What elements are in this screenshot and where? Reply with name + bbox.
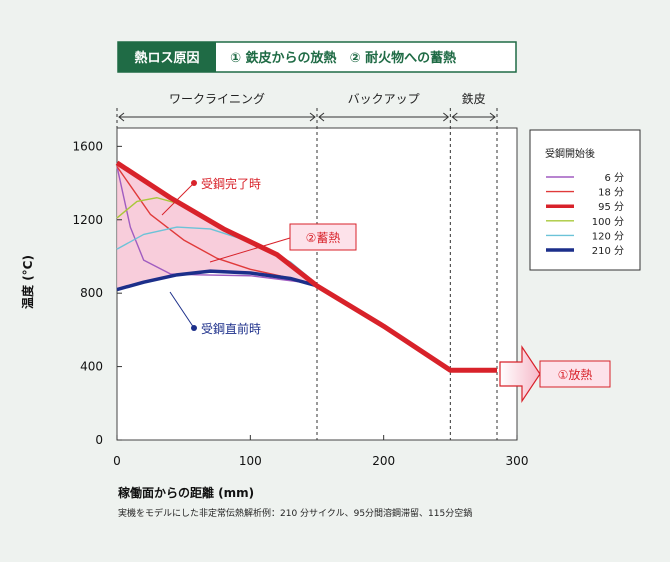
zone-label-work-lining: ワークライニング [169, 92, 265, 106]
legend-label: 120 分 [592, 230, 624, 242]
series-lines [115, 160, 497, 373]
x-axis: 0 100 200 300 [113, 435, 528, 468]
zone-label-shell: 鉄皮 [462, 91, 486, 106]
x-tick-label: 0 [113, 454, 121, 468]
y-tick-label: 0 [95, 433, 103, 447]
label-heat-release: ①放熱 [558, 367, 593, 382]
zone-labels: ワークライニング バックアップ 鉄皮 [169, 91, 486, 106]
zone-boundaries [116, 108, 498, 440]
legend-label: 210 分 [592, 245, 624, 257]
x-axis-label: 稼働面からの距離 (mm) [118, 485, 254, 500]
y-axis-label: 温度 (°C) [20, 255, 35, 309]
arrowhead-right [443, 112, 450, 122]
arrowhead-left [451, 112, 458, 122]
arrowhead-right [489, 112, 496, 122]
arrowhead-right [309, 112, 316, 122]
label-heat-storage: ②蓄熱 [306, 231, 341, 245]
series-line-18min [116, 166, 318, 285]
zone-label-backup: バックアップ [348, 92, 420, 106]
footnote: 実機をモデルにした非定常伝熱解析例：210 分サイクル、95分間溶鋼滞留、115… [118, 507, 472, 519]
legend: 受鋼開始後 6 分 18 分 95 分 100 分 120 分 210 分 [529, 129, 641, 271]
series-line-95min [115, 160, 497, 373]
y-tick-label: 800 [80, 286, 103, 300]
cause-banner: 熱ロス原因 ① 鉄皮からの放熱 ② 耐火物への蓄熱 [117, 41, 517, 73]
x-tick-label: 200 [372, 454, 395, 468]
annotation-heat-storage: ②蓄熱 [209, 223, 357, 263]
heat-release-arrow [499, 345, 541, 403]
annotation-after: 受鋼完了時 [161, 176, 261, 216]
banner-label-bg [118, 42, 216, 72]
banner-causes: ① 鉄皮からの放熱 ② 耐火物への蓄熱 [230, 50, 456, 66]
legend-label: 100 分 [592, 216, 624, 228]
label-before-tapping: 受鋼直前時 [201, 321, 261, 336]
y-tick-label: 400 [80, 360, 103, 374]
y-tick-label: 1200 [72, 213, 103, 227]
annotation-heat-release: ①放熱 [499, 345, 611, 403]
legend-label: 6 分 [604, 172, 624, 184]
x-tick-label: 300 [506, 454, 529, 468]
legend-label: 95 分 [598, 201, 624, 213]
legend-title: 受鋼開始後 [545, 147, 595, 160]
legend-label: 18 分 [598, 187, 624, 199]
zone-arrows [118, 112, 496, 122]
y-tick-label: 1600 [72, 139, 103, 153]
annotation-before: 受鋼直前時 [169, 291, 261, 336]
label-after-tapping: 受鋼完了時 [201, 176, 261, 191]
arrowhead-left [318, 112, 325, 122]
banner-label: 熱ロス原因 [134, 50, 199, 66]
y-axis: 0 400 800 1200 1600 [72, 139, 122, 447]
arrowhead-left [118, 112, 125, 122]
x-tick-label: 100 [239, 454, 262, 468]
series-line-6min [116, 166, 318, 285]
